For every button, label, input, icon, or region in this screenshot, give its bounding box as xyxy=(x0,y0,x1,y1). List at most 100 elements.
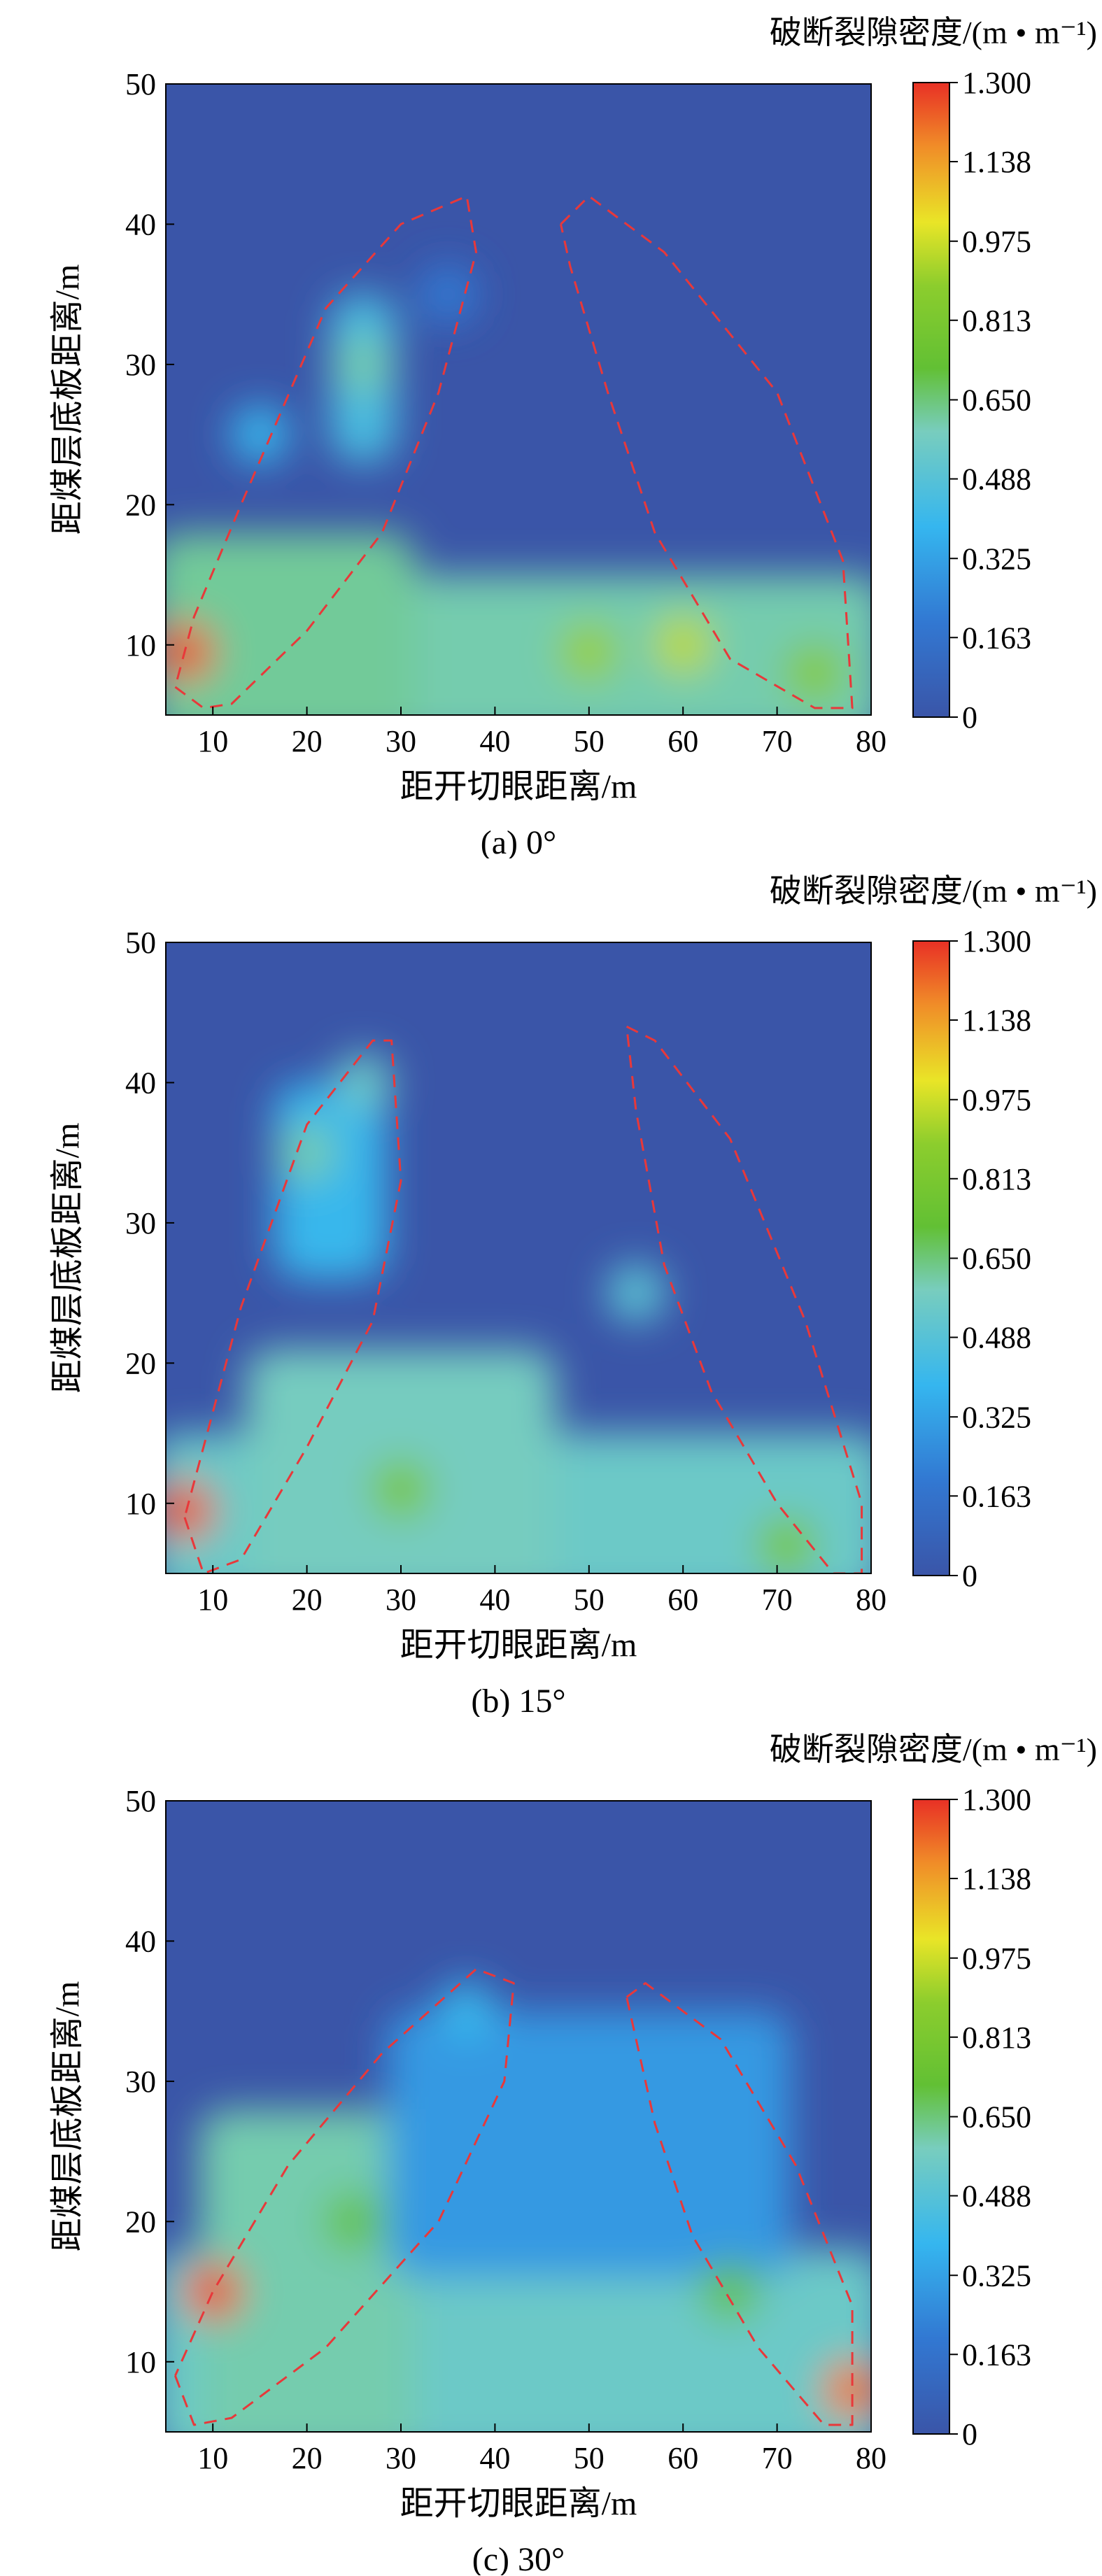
colorbar-tick-label: 0.325 xyxy=(962,1400,1031,1434)
y-axis-title: 距煤层底板距离/m xyxy=(49,1123,86,1394)
heatmap-field xyxy=(166,1968,871,2432)
panel-caption: (c) 30° xyxy=(472,2541,565,2575)
boundary-right-line xyxy=(626,1025,863,1573)
colorbar-tick-label: 1.138 xyxy=(962,1862,1031,1896)
colorbar-tick-label: 1.138 xyxy=(962,1003,1031,1038)
colorbar-tick-label: 0.163 xyxy=(962,1479,1031,1513)
x-tick-label: 70 xyxy=(762,724,793,758)
colorbar-tick-label: 0.813 xyxy=(962,1162,1031,1196)
x-tick-label: 10 xyxy=(197,2441,228,2475)
heatmap-hotspot xyxy=(166,622,214,681)
panel-a: 10 20 30 40 50 60 70 80 10 20 30 40 50 距开切眼距离/m 距煤层底板距… xyxy=(0,0,1102,858)
colorbar-tick-label: 0.650 xyxy=(962,2100,1031,2135)
x-tick-label: 20 xyxy=(292,2441,323,2475)
boundary-right-line xyxy=(626,1982,854,2426)
colorbar xyxy=(912,940,950,1576)
chart-svg: 10 20 30 40 50 60 70 80 10 20 30 40 50 距开切眼距离/m 距煤层底板距… xyxy=(49,1732,1097,2575)
y-tick-label: 50 xyxy=(125,926,156,960)
panel-c: 10 20 30 40 50 60 70 80 10 20 30 40 50 距开切眼距离/m 距煤层底板距… xyxy=(0,1717,1102,2575)
x-tick-label: 70 xyxy=(762,2441,793,2475)
x-tick-label: 50 xyxy=(574,1583,605,1617)
heatmap-hotspot xyxy=(183,2262,243,2321)
heatmap-hotspot xyxy=(334,334,393,394)
y-axis-title: 距煤层底板距离/m xyxy=(49,264,86,535)
x-axis-title: 距开切眼距离/m xyxy=(400,1627,637,1664)
heatmap-field xyxy=(166,194,871,715)
y-tick-label: 10 xyxy=(125,1487,156,1521)
heatmap-hotspot xyxy=(166,1480,214,1540)
boundary-left-line xyxy=(183,1039,402,1573)
x-tick-label: 50 xyxy=(574,724,605,758)
x-tick-label: 80 xyxy=(856,1583,886,1617)
heatmap-hotspot xyxy=(372,1459,430,1519)
colorbar-tick-label: 1.300 xyxy=(962,924,1031,958)
x-tick-label: 40 xyxy=(479,2441,510,2475)
heatmap-hotspot xyxy=(324,2192,383,2251)
panel-caption: (b) 15° xyxy=(471,1683,565,1717)
colorbar-title: 破断裂隙密度/(m • m⁻¹) xyxy=(770,15,1097,50)
y-tick-label: 20 xyxy=(125,2205,156,2239)
y-tick-label: 30 xyxy=(125,348,156,382)
x-tick-label: 50 xyxy=(574,2441,605,2475)
colorbar-title: 破断裂隙密度/(m • m⁻¹) xyxy=(770,873,1097,909)
heatmap-hotspot xyxy=(654,615,713,674)
y-tick-label: 10 xyxy=(125,2345,156,2379)
heatmap-hotspot xyxy=(607,1264,665,1323)
y-tick-label: 50 xyxy=(125,67,156,101)
colorbar xyxy=(912,82,950,718)
boundary-left-line xyxy=(174,1968,515,2426)
x-axis-title: 距开切眼距离/m xyxy=(400,768,637,805)
x-tick-label: 20 xyxy=(292,1583,323,1617)
colorbar-tick-label: 0.975 xyxy=(962,225,1031,259)
heatmap-zone xyxy=(166,532,415,715)
x-tick-label: 60 xyxy=(667,2441,698,2475)
heatmap-hotspot xyxy=(437,1981,497,2041)
x-tick-label: 30 xyxy=(386,1583,416,1617)
x-axis-title: 距开切眼距离/m xyxy=(400,2485,637,2522)
y-axis-title: 距煤层底板距离/m xyxy=(49,1981,86,2252)
heatmap-zone xyxy=(274,1082,387,1279)
colorbar-tick-label: 1.300 xyxy=(962,66,1031,100)
colorbar-tick-label: 0.813 xyxy=(962,304,1031,338)
heatmap-hotspot xyxy=(823,2360,871,2419)
panel-caption: (a) 0° xyxy=(481,824,556,858)
colorbar xyxy=(912,1799,950,2435)
y-tick-label: 10 xyxy=(125,628,156,663)
colorbar-tick-label: 0.488 xyxy=(962,462,1031,497)
plot-frame xyxy=(165,1800,872,2433)
colorbar-tick-label: 0 xyxy=(962,1559,977,1593)
boundary-right-line xyxy=(560,194,854,709)
chart-svg: 10 20 30 40 50 60 70 80 10 20 30 40 50 距开切眼距离/m 距煤层底板距… xyxy=(49,873,1097,1717)
y-tick-label: 40 xyxy=(125,1066,156,1100)
heatmap-zone xyxy=(387,2011,791,2278)
heatmap-zone xyxy=(199,2109,415,2432)
colorbar-tick-label: 0.650 xyxy=(962,383,1031,418)
colorbar-tick-label: 0.488 xyxy=(962,2179,1031,2214)
heatmap-hotspot xyxy=(230,405,290,465)
chart-svg: 10 20 30 40 50 60 70 80 10 20 30 40 50 距开切眼距离/m 距煤层底板距… xyxy=(49,15,1097,858)
plot-frame xyxy=(165,942,872,1574)
heatmap-hotspot xyxy=(277,1123,337,1182)
x-tick-label: 70 xyxy=(762,1583,793,1617)
colorbar-title: 破断裂隙密度/(m • m⁻¹) xyxy=(770,1732,1097,1767)
x-tick-label: 20 xyxy=(292,724,323,758)
y-tick-label: 30 xyxy=(125,1206,156,1240)
y-tick-label: 20 xyxy=(125,488,156,522)
colorbar-tick-label: 0.325 xyxy=(962,2258,1031,2293)
heatmap-hotspot xyxy=(757,1515,817,1573)
x-tick-label: 80 xyxy=(856,724,886,758)
colorbar-tick-label: 0.650 xyxy=(962,1242,1031,1276)
x-tick-label: 60 xyxy=(667,724,698,758)
colorbar-tick-label: 0.813 xyxy=(962,2021,1031,2055)
x-tick-label: 10 xyxy=(197,724,228,758)
colorbar-tick-label: 1.300 xyxy=(962,1783,1031,1817)
colorbar-tick-label: 1.138 xyxy=(962,145,1031,179)
colorbar-tick-label: 0.488 xyxy=(962,1321,1031,1355)
x-tick-label: 10 xyxy=(197,1583,228,1617)
heatmap-field xyxy=(166,1025,871,1573)
colorbar-tick-label: 0 xyxy=(962,700,977,735)
colorbar-tick-label: 0.163 xyxy=(962,621,1031,655)
y-tick-label: 20 xyxy=(125,1346,156,1380)
heatmap-hotspot xyxy=(785,643,845,702)
plot-frame xyxy=(165,83,872,716)
